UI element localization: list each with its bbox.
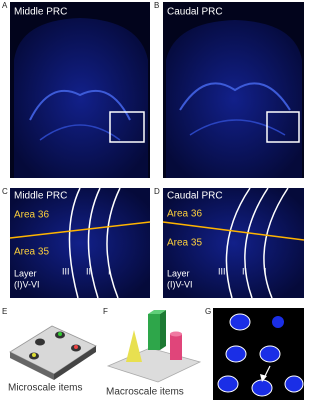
layer-numeral: III [218, 266, 226, 276]
tray [9, 325, 97, 375]
cell [251, 379, 273, 397]
cell [284, 375, 304, 393]
box-side [160, 310, 166, 350]
layer-boundary [68, 187, 81, 299]
area-label: Area 35 [14, 247, 49, 258]
layer-label: (I)V-VI [14, 279, 40, 289]
item [58, 332, 62, 336]
tray-side [54, 346, 96, 380]
floor [106, 347, 202, 383]
layer-numeral: II [242, 266, 247, 276]
cell [225, 345, 247, 363]
panel-a: A Middle PRC [2, 1, 150, 178]
image [163, 188, 304, 298]
layer-boundary [106, 187, 121, 299]
structure [39, 124, 121, 141]
layer-label: (I)V-VI [167, 279, 193, 289]
panel-c: C Middle PRC Area 36 Area 35 Layer (I)V-… [2, 187, 151, 299]
panel-title: Caudal PRC [167, 191, 223, 202]
layer-numeral: III [62, 266, 70, 276]
layer-label: Layer [14, 268, 37, 278]
brain-section [166, 20, 302, 178]
well [35, 338, 45, 346]
area-border [162, 221, 304, 241]
area-border [9, 221, 151, 239]
item [32, 353, 36, 357]
image [10, 188, 150, 298]
caption: Macroscale items [106, 387, 184, 398]
roi-box [109, 111, 145, 143]
panel-label: E [2, 307, 7, 316]
cylinder [170, 334, 182, 360]
figure: A Middle PRC B Caudal PRC C Middle PRC A… [2, 1, 304, 400]
cell [272, 316, 284, 328]
cell [217, 375, 239, 393]
roi-box [266, 111, 300, 143]
item [74, 345, 78, 349]
layer-numeral: I [264, 266, 267, 276]
layer-label: Layer [167, 268, 190, 278]
area-label: Area 36 [14, 210, 49, 221]
structure [189, 119, 286, 136]
box [148, 314, 160, 350]
layer-boundary [263, 187, 289, 299]
panel-title: Caudal PRC [167, 7, 223, 18]
layer-numeral: I [108, 266, 111, 276]
panel-label: F [103, 307, 108, 316]
panel-g: G [205, 307, 304, 400]
tray-side [10, 352, 54, 380]
panel-label: D [154, 187, 160, 196]
panel-f: F Macroscale items [103, 307, 202, 398]
panel-b: B Caudal PRC [154, 1, 304, 178]
layer-boundary [87, 187, 101, 299]
panel-label: C [2, 187, 8, 196]
panel-d: D Caudal PRC Area 36 Area 35 Layer (I)V-… [154, 187, 304, 299]
brain-section [14, 18, 148, 178]
panel-e: E Microscale items [2, 307, 97, 394]
layer-boundary [244, 187, 269, 299]
cone [126, 330, 142, 362]
caption: Microscale items [8, 383, 82, 394]
hippocampus [179, 82, 291, 111]
panel-label: A [2, 1, 8, 10]
hippocampus [29, 90, 131, 121]
panel-title: Middle PRC [14, 7, 67, 18]
area-label: Area 36 [167, 209, 202, 220]
cell [229, 313, 251, 331]
area-label: Area 35 [167, 238, 202, 249]
panel-label: G [205, 307, 211, 316]
layer-boundary [225, 187, 251, 299]
cylinder-top [170, 331, 182, 337]
box-top [148, 310, 166, 314]
panel-title: Middle PRC [14, 191, 67, 202]
panel-label: B [154, 1, 159, 10]
arrow-head [260, 374, 267, 382]
cells [217, 313, 304, 397]
cell [259, 345, 281, 363]
layer-numeral: II [86, 266, 91, 276]
